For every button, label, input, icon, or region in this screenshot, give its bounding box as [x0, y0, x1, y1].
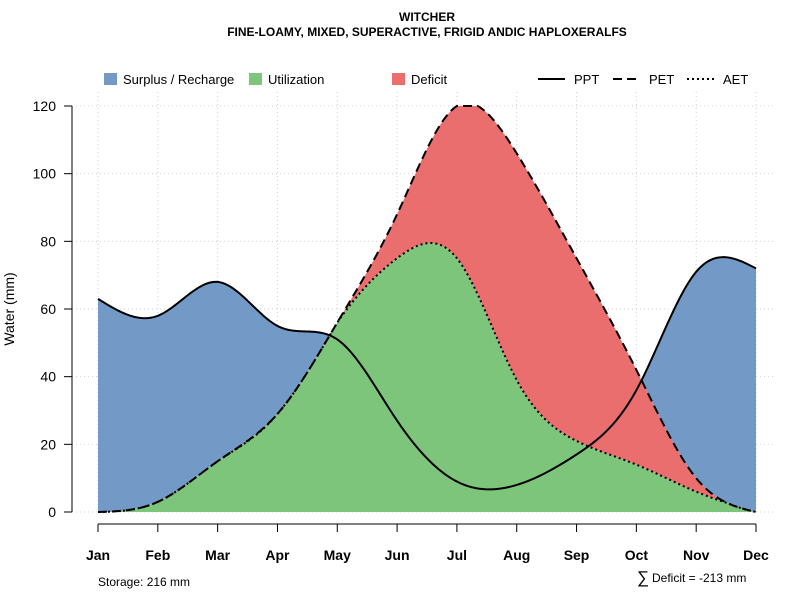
legend-swatch-utilization [249, 73, 262, 85]
month-label-sep: Sep [564, 547, 590, 563]
month-label-feb: Feb [145, 547, 170, 563]
sigma-icon: ∑ [637, 568, 649, 587]
month-label-apr: Apr [265, 547, 290, 563]
legend-label-ppt: PPT [574, 72, 599, 87]
axes: 0 20 40 60 80 100 120 Jan Feb Mar Apr May Jun Jul Aug S… [33, 98, 769, 563]
month-label-nov: Nov [683, 547, 710, 563]
utilization-area [98, 243, 756, 513]
aet-line [97, 242, 757, 513]
ppt-line [97, 256, 757, 491]
y-tick-label: 40 [40, 369, 56, 385]
y-tick-label: 20 [40, 436, 56, 452]
legend-swatch-deficit [392, 73, 405, 85]
y-tick-label: 80 [40, 233, 56, 249]
area-fills [98, 106, 756, 513]
month-label-jun: Jun [385, 547, 410, 563]
surplus-recharge-area [98, 106, 756, 512]
storage-annotation: Storage: 216 mm [98, 575, 190, 589]
legend-label-pet: PET [649, 72, 674, 87]
deficit-area [98, 106, 756, 512]
chart-title: WITCHER [399, 10, 455, 24]
month-label-oct: Oct [625, 547, 649, 563]
y-axis-label: Water (mm) [1, 272, 17, 345]
series-lines [97, 105, 757, 513]
y-tick-label: 60 [40, 301, 56, 317]
y-tick-label: 120 [33, 98, 57, 114]
y-tick-label: 100 [33, 166, 57, 182]
month-label-mar: Mar [205, 547, 230, 563]
deficit-annotation: Deficit = -213 mm [652, 571, 746, 585]
month-label-jul: Jul [447, 547, 467, 563]
month-label-dec: Dec [743, 547, 769, 563]
legend-swatch-surplus-recharge [104, 73, 117, 85]
y-tick-label: 0 [48, 504, 56, 520]
legend: Surplus / Recharge Utilization Deficit PPT P… [104, 72, 748, 87]
legend-label-aet: AET [723, 72, 748, 87]
month-label-may: May [324, 547, 351, 563]
chart-subtitle: FINE-LOAMY, MIXED, SUPERACTIVE, FRIGID A… [227, 25, 627, 39]
legend-label-surplus-recharge: Surplus / Recharge [123, 72, 234, 87]
month-label-aug: Aug [503, 547, 530, 563]
month-label-jan: Jan [86, 547, 110, 563]
legend-label-deficit: Deficit [411, 72, 448, 87]
legend-label-utilization: Utilization [268, 72, 324, 87]
